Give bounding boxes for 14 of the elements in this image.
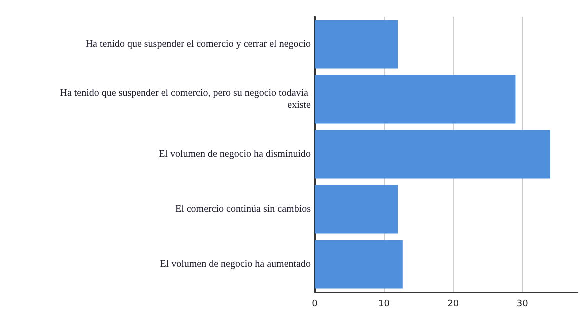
x-tick-label: 10 bbox=[378, 300, 390, 310]
x-tick-label: 30 bbox=[516, 300, 529, 310]
bar bbox=[315, 20, 398, 69]
bar bbox=[315, 185, 398, 234]
bar bbox=[315, 75, 516, 124]
y-tick-label: Ha tenido que suspender el comercio y cerrar el negocio bbox=[86, 39, 311, 50]
y-tick-label: El comercio continúa sin cambios bbox=[175, 204, 312, 215]
x-tick-label: 20 bbox=[448, 300, 460, 310]
y-tick-label: El volumen de negocio ha aumentado bbox=[160, 259, 311, 270]
x-tick-label: 0 bbox=[312, 300, 318, 310]
bar bbox=[315, 130, 550, 179]
y-tick-label: Ha tenido que suspender el comercio, pero su negocio todavía existe bbox=[60, 88, 312, 111]
y-tick-label: El volumen de negocio ha disminuido bbox=[159, 149, 311, 160]
bar bbox=[315, 240, 403, 289]
